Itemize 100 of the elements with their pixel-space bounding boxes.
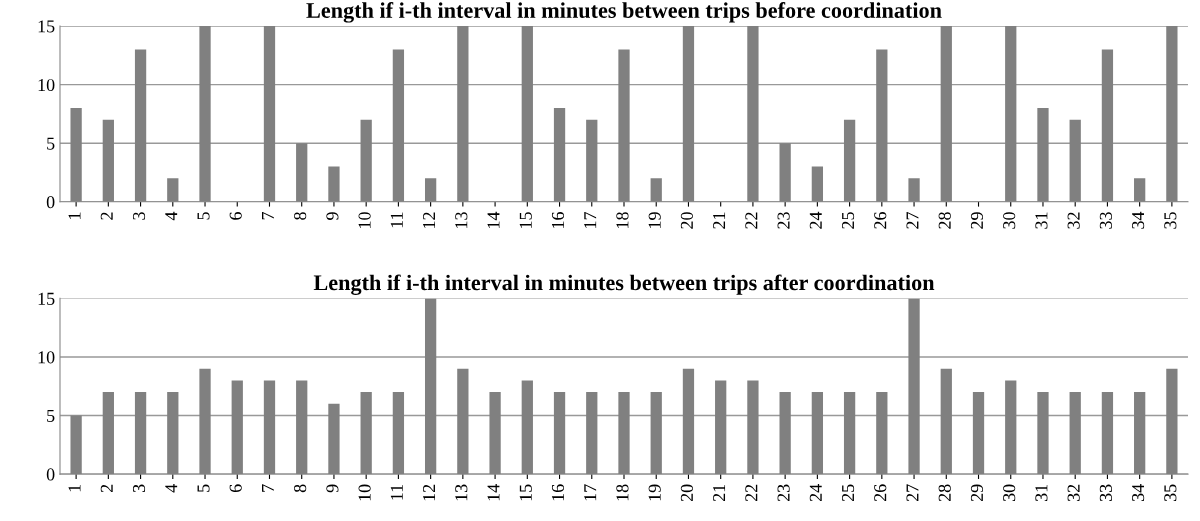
bar — [1005, 26, 1017, 202]
bar — [360, 119, 372, 202]
x-tick-label: 4 — [165, 211, 178, 221]
x-tick-label: 19 — [648, 484, 661, 501]
x-tick-label: 24 — [809, 484, 822, 502]
x-tick-label: 22 — [745, 484, 758, 502]
x-tick-label: 27 — [906, 484, 919, 502]
x-tick-label: 5 — [197, 212, 210, 220]
x-tick-label: 30 — [1003, 212, 1016, 229]
bar — [908, 178, 920, 202]
bar — [779, 143, 791, 202]
x-tick-label: 29 — [970, 212, 984, 229]
x-tick-label: 15 — [519, 484, 532, 501]
bar — [1134, 178, 1146, 202]
x-tick-label: 31 — [1035, 484, 1048, 502]
x-tick-label: 34 — [1132, 211, 1145, 229]
x-tick-label: 4 — [165, 484, 178, 493]
x-tick-label: 32 — [1067, 212, 1080, 229]
x-tick-label: 18 — [616, 212, 629, 228]
bar — [1166, 26, 1178, 202]
bar — [1069, 119, 1081, 202]
x-tick-label: 25 — [841, 212, 855, 229]
x-tick-label: 27 — [906, 212, 919, 229]
bar — [940, 26, 952, 202]
chart-title: Length if i-th interval in minutes between trips before coordination — [306, 2, 942, 23]
bar — [747, 26, 759, 202]
x-tick-label: 35 — [1164, 212, 1177, 229]
x-tick-label: 33 — [1099, 212, 1112, 229]
x-tick-label: 12 — [423, 484, 435, 501]
x-tick-label: 24 — [809, 211, 822, 229]
y-tick-label: 15 — [38, 20, 55, 33]
bar — [167, 178, 179, 202]
x-tick-label: 29 — [970, 484, 984, 502]
x-tick-label: 11 — [390, 484, 403, 500]
x-tick-label: 18 — [616, 484, 629, 501]
x-tick-label: 16 — [551, 212, 565, 228]
x-tick-label: 19 — [648, 212, 661, 228]
y-tick-label: 0 — [46, 468, 55, 481]
x-tick-label: 26 — [874, 484, 887, 502]
x-tick-label: 8 — [294, 212, 307, 220]
x-tick-label: 6 — [229, 484, 242, 493]
x-tick-label: 17 — [584, 212, 597, 228]
x-tick-label: 28 — [938, 484, 951, 502]
x-tick-label: 21 — [713, 212, 726, 229]
bar — [134, 49, 147, 202]
x-tick-label: 22 — [745, 212, 758, 229]
bar — [296, 143, 308, 202]
x-tick-label: 31 — [1035, 212, 1048, 229]
x-tick-label: 6 — [229, 212, 242, 220]
bar — [199, 26, 211, 202]
x-tick-label: 2 — [100, 212, 113, 220]
x-tick-label: 9 — [326, 212, 339, 220]
bar — [70, 108, 82, 202]
y-tick-label: 5 — [47, 137, 55, 150]
x-tick-label: 16 — [551, 484, 565, 501]
bar — [263, 26, 276, 202]
bar — [102, 119, 114, 202]
bar — [392, 49, 405, 202]
bar — [650, 178, 662, 202]
x-tick-label: 8 — [294, 484, 307, 493]
x-tick-label: 23 — [777, 212, 790, 229]
x-tick-label: 30 — [1003, 484, 1016, 502]
x-tick-label: 20 — [680, 212, 693, 229]
bar — [843, 119, 856, 202]
x-tick-label: 2 — [100, 484, 113, 493]
x-tick-label: 3 — [132, 212, 146, 220]
x-tick-label: 1 — [68, 484, 81, 492]
y-tick-label: 10 — [38, 78, 55, 92]
chart-title: Length if i-th interval in minutes between trips after coordination — [313, 274, 935, 295]
x-tick-label: 23 — [777, 484, 790, 502]
x-tick-label: 7 — [262, 212, 274, 220]
x-tick-label: 13 — [455, 484, 468, 501]
bar — [553, 108, 566, 202]
x-tick-label: 13 — [455, 212, 468, 228]
x-tick-label: 28 — [938, 212, 951, 229]
bar — [521, 26, 533, 202]
bar — [1037, 108, 1049, 202]
y-tick-label: 0 — [46, 196, 55, 209]
x-tick-label: 17 — [584, 484, 597, 501]
x-tick-label: 1 — [68, 212, 81, 219]
x-tick-label: 15 — [519, 212, 532, 228]
x-tick-label: 10 — [358, 484, 371, 501]
bar — [457, 26, 469, 202]
bar — [424, 178, 437, 202]
bar — [328, 166, 340, 202]
bar — [811, 166, 824, 202]
y-tick-label: 10 — [38, 351, 55, 364]
x-tick-label: 14 — [487, 211, 500, 228]
x-tick-label: 10 — [358, 212, 371, 228]
x-tick-label: 14 — [487, 484, 500, 501]
x-tick-label: 33 — [1099, 484, 1112, 502]
y-tick-label: 15 — [38, 292, 55, 305]
x-tick-label: 32 — [1067, 484, 1080, 502]
bar — [618, 49, 630, 202]
x-tick-label: 11 — [390, 212, 403, 228]
x-tick-label: 5 — [197, 484, 210, 492]
x-tick-label: 21 — [713, 484, 726, 502]
bar — [1101, 49, 1114, 202]
bar — [586, 119, 598, 202]
x-tick-label: 20 — [680, 484, 693, 502]
